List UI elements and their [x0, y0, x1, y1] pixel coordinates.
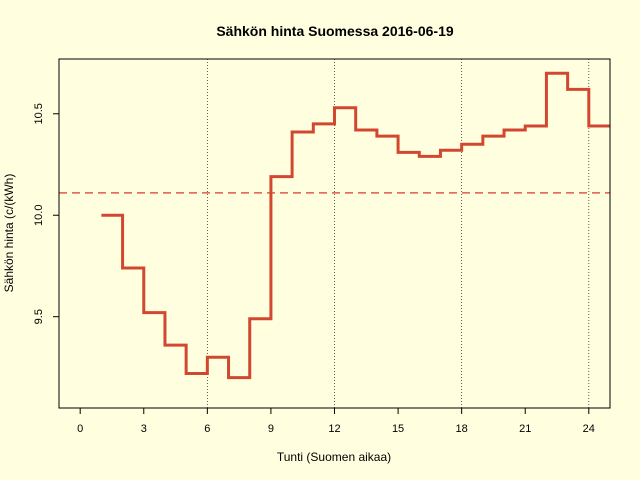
x-tick-label-5: 15 [392, 423, 404, 435]
y-tick-label-2: 10.5 [33, 103, 45, 124]
x-tick-label-0: 0 [77, 423, 83, 435]
x-axis-label: Tunti (Suomen aikaa) [277, 450, 391, 464]
y-tick-label-0: 9.5 [33, 309, 45, 324]
x-tick-label-4: 12 [328, 423, 340, 435]
chart-title: Sähkön hinta Suomessa 2016-06-19 [216, 23, 454, 39]
x-axis: 0 3 6 9 12 15 18 21 24 [77, 408, 595, 435]
x-tick-label-6: 18 [456, 423, 468, 435]
y-axis-label: Sähkön hinta (c/(kWh) [2, 174, 16, 293]
series-group [101, 71, 610, 380]
x-tick-label-7: 21 [519, 423, 531, 435]
x-tick-label-1: 3 [141, 423, 147, 435]
x-tick-label-2: 6 [204, 423, 210, 435]
series-line [101, 71, 610, 380]
x-tick-label-3: 9 [268, 423, 274, 435]
x-tick-label-8: 24 [583, 423, 595, 435]
y-axis: 9.5 10.0 10.5 [33, 103, 59, 324]
vertical-guides [206, 59, 590, 408]
y-tick-label-1: 10.0 [33, 205, 45, 226]
